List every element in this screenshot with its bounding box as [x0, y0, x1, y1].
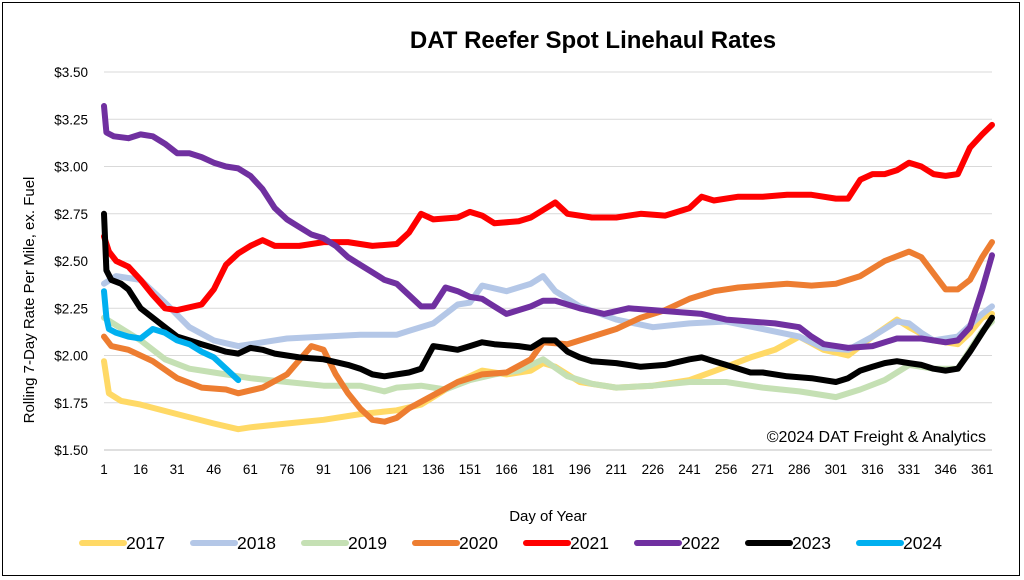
legend-label-2024: 2024: [903, 533, 942, 553]
series-line-2020: [101, 239, 995, 425]
x-tick-label: 286: [788, 462, 811, 477]
gridlines: [104, 71, 992, 451]
y-tick-label: $3.00: [54, 160, 88, 175]
x-tick-label: 316: [861, 462, 884, 477]
x-tick-label: 226: [642, 462, 665, 477]
series-lines: [101, 103, 995, 433]
y-tick-label: $1.50: [54, 443, 88, 458]
x-tick-label: 271: [751, 462, 774, 477]
copyright-annotation: ©2024 DAT Freight & Analytics: [767, 429, 986, 446]
legend: 2017 2018 2019 2020 2021 2022 2023 2024: [79, 533, 942, 553]
y-tick-label: $2.00: [54, 349, 88, 364]
legend-label-2023: 2023: [792, 533, 831, 553]
x-tick-label: 181: [532, 462, 555, 477]
y-tick-label: $3.50: [54, 65, 88, 80]
x-tick-label: 151: [459, 462, 482, 477]
x-tick-label: 106: [349, 462, 372, 477]
series-line-2021: [101, 121, 995, 314]
series-line-2022: [101, 103, 995, 351]
x-tick-label: 241: [678, 462, 701, 477]
legend-label-2019: 2019: [348, 533, 387, 553]
x-tick-label: 361: [971, 462, 994, 477]
x-tick-label: 166: [495, 462, 518, 477]
legend-label-2021: 2021: [570, 533, 609, 553]
x-tick-label: 346: [934, 462, 957, 477]
y-axis-label: Rolling 7-Day Rate Per Mile, ex. Fuel: [21, 177, 38, 424]
y-tick-labels: $1.50 $1.75 $2.00 $2.25 $2.50 $2.75 $3.00 $3.25…: [54, 65, 88, 458]
series-line-2024: [101, 288, 242, 384]
y-tick-label: $2.75: [54, 207, 88, 222]
series-line-2023: [101, 210, 995, 385]
x-tick-labels: 1 16 31 46 61 76 91 106 121 136 151 166 181 196 211 226…: [100, 462, 993, 477]
x-tick-label: 256: [715, 462, 738, 477]
y-tick-label: $2.50: [54, 254, 88, 269]
legend-label-2020: 2020: [459, 533, 498, 553]
x-tick-label: 16: [133, 462, 148, 477]
x-tick-label: 301: [825, 462, 848, 477]
legend-label-2017: 2017: [126, 533, 165, 553]
y-tick-label: $1.75: [54, 396, 88, 411]
y-tick-label: $3.25: [54, 112, 88, 127]
x-axis-label: Day of Year: [509, 508, 587, 525]
series-line-2018: [101, 273, 995, 353]
x-tick-label: 1: [100, 462, 108, 477]
legend-label-2018: 2018: [237, 533, 276, 553]
x-tick-label: 121: [385, 462, 408, 477]
x-tick-label: 91: [316, 462, 331, 477]
x-tick-label: 31: [170, 462, 185, 477]
x-tick-label: 136: [422, 462, 445, 477]
x-tick-label: 76: [279, 462, 294, 477]
x-tick-label: 196: [568, 462, 591, 477]
chart-title: DAT Reefer Spot Linehaul Rates: [410, 27, 776, 54]
series-line-2019: [101, 314, 995, 401]
y-tick-label: $2.25: [54, 301, 88, 316]
x-tick-label: 61: [243, 462, 258, 477]
x-tick-label: 46: [206, 462, 221, 477]
legend-label-2022: 2022: [681, 533, 720, 553]
x-tick-label: 331: [898, 462, 921, 477]
x-tick-label: 211: [606, 462, 628, 477]
